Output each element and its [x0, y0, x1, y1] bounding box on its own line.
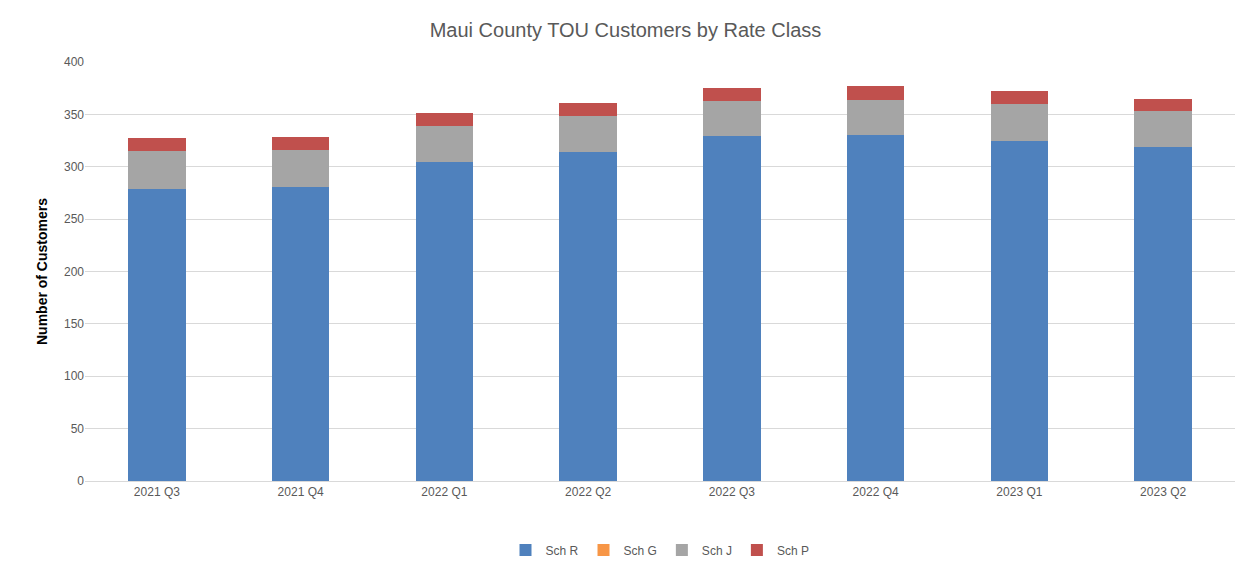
- svg-text:2022 Q3: 2022 Q3: [709, 485, 755, 499]
- svg-text:150: 150: [64, 317, 84, 331]
- svg-text:2022 Q1: 2022 Q1: [421, 485, 467, 499]
- svg-text:300: 300: [64, 160, 84, 174]
- svg-text:2022 Q2: 2022 Q2: [565, 485, 611, 499]
- svg-text:100: 100: [64, 369, 84, 383]
- svg-text:350: 350: [64, 108, 84, 122]
- svg-text:250: 250: [64, 212, 84, 226]
- svg-text:Sch J: Sch J: [702, 544, 732, 558]
- svg-text:0: 0: [77, 474, 84, 488]
- svg-text:2021 Q4: 2021 Q4: [278, 485, 324, 499]
- svg-text:Sch R: Sch R: [546, 544, 579, 558]
- svg-text:2022 Q4: 2022 Q4: [853, 485, 899, 499]
- svg-text:Sch P: Sch P: [777, 544, 809, 558]
- svg-text:Number of Customers: Number of Customers: [34, 198, 50, 345]
- svg-text:Sch G: Sch G: [624, 544, 657, 558]
- svg-text:200: 200: [64, 265, 84, 279]
- svg-text:2023 Q2: 2023 Q2: [1140, 485, 1186, 499]
- svg-text:400: 400: [64, 55, 84, 69]
- svg-text:50: 50: [71, 422, 85, 436]
- svg-text:2023 Q1: 2023 Q1: [996, 485, 1042, 499]
- svg-text:Maui County TOU Customers by R: Maui County TOU Customers by Rate Class: [430, 19, 822, 41]
- svg-text:2021 Q3: 2021 Q3: [134, 485, 180, 499]
